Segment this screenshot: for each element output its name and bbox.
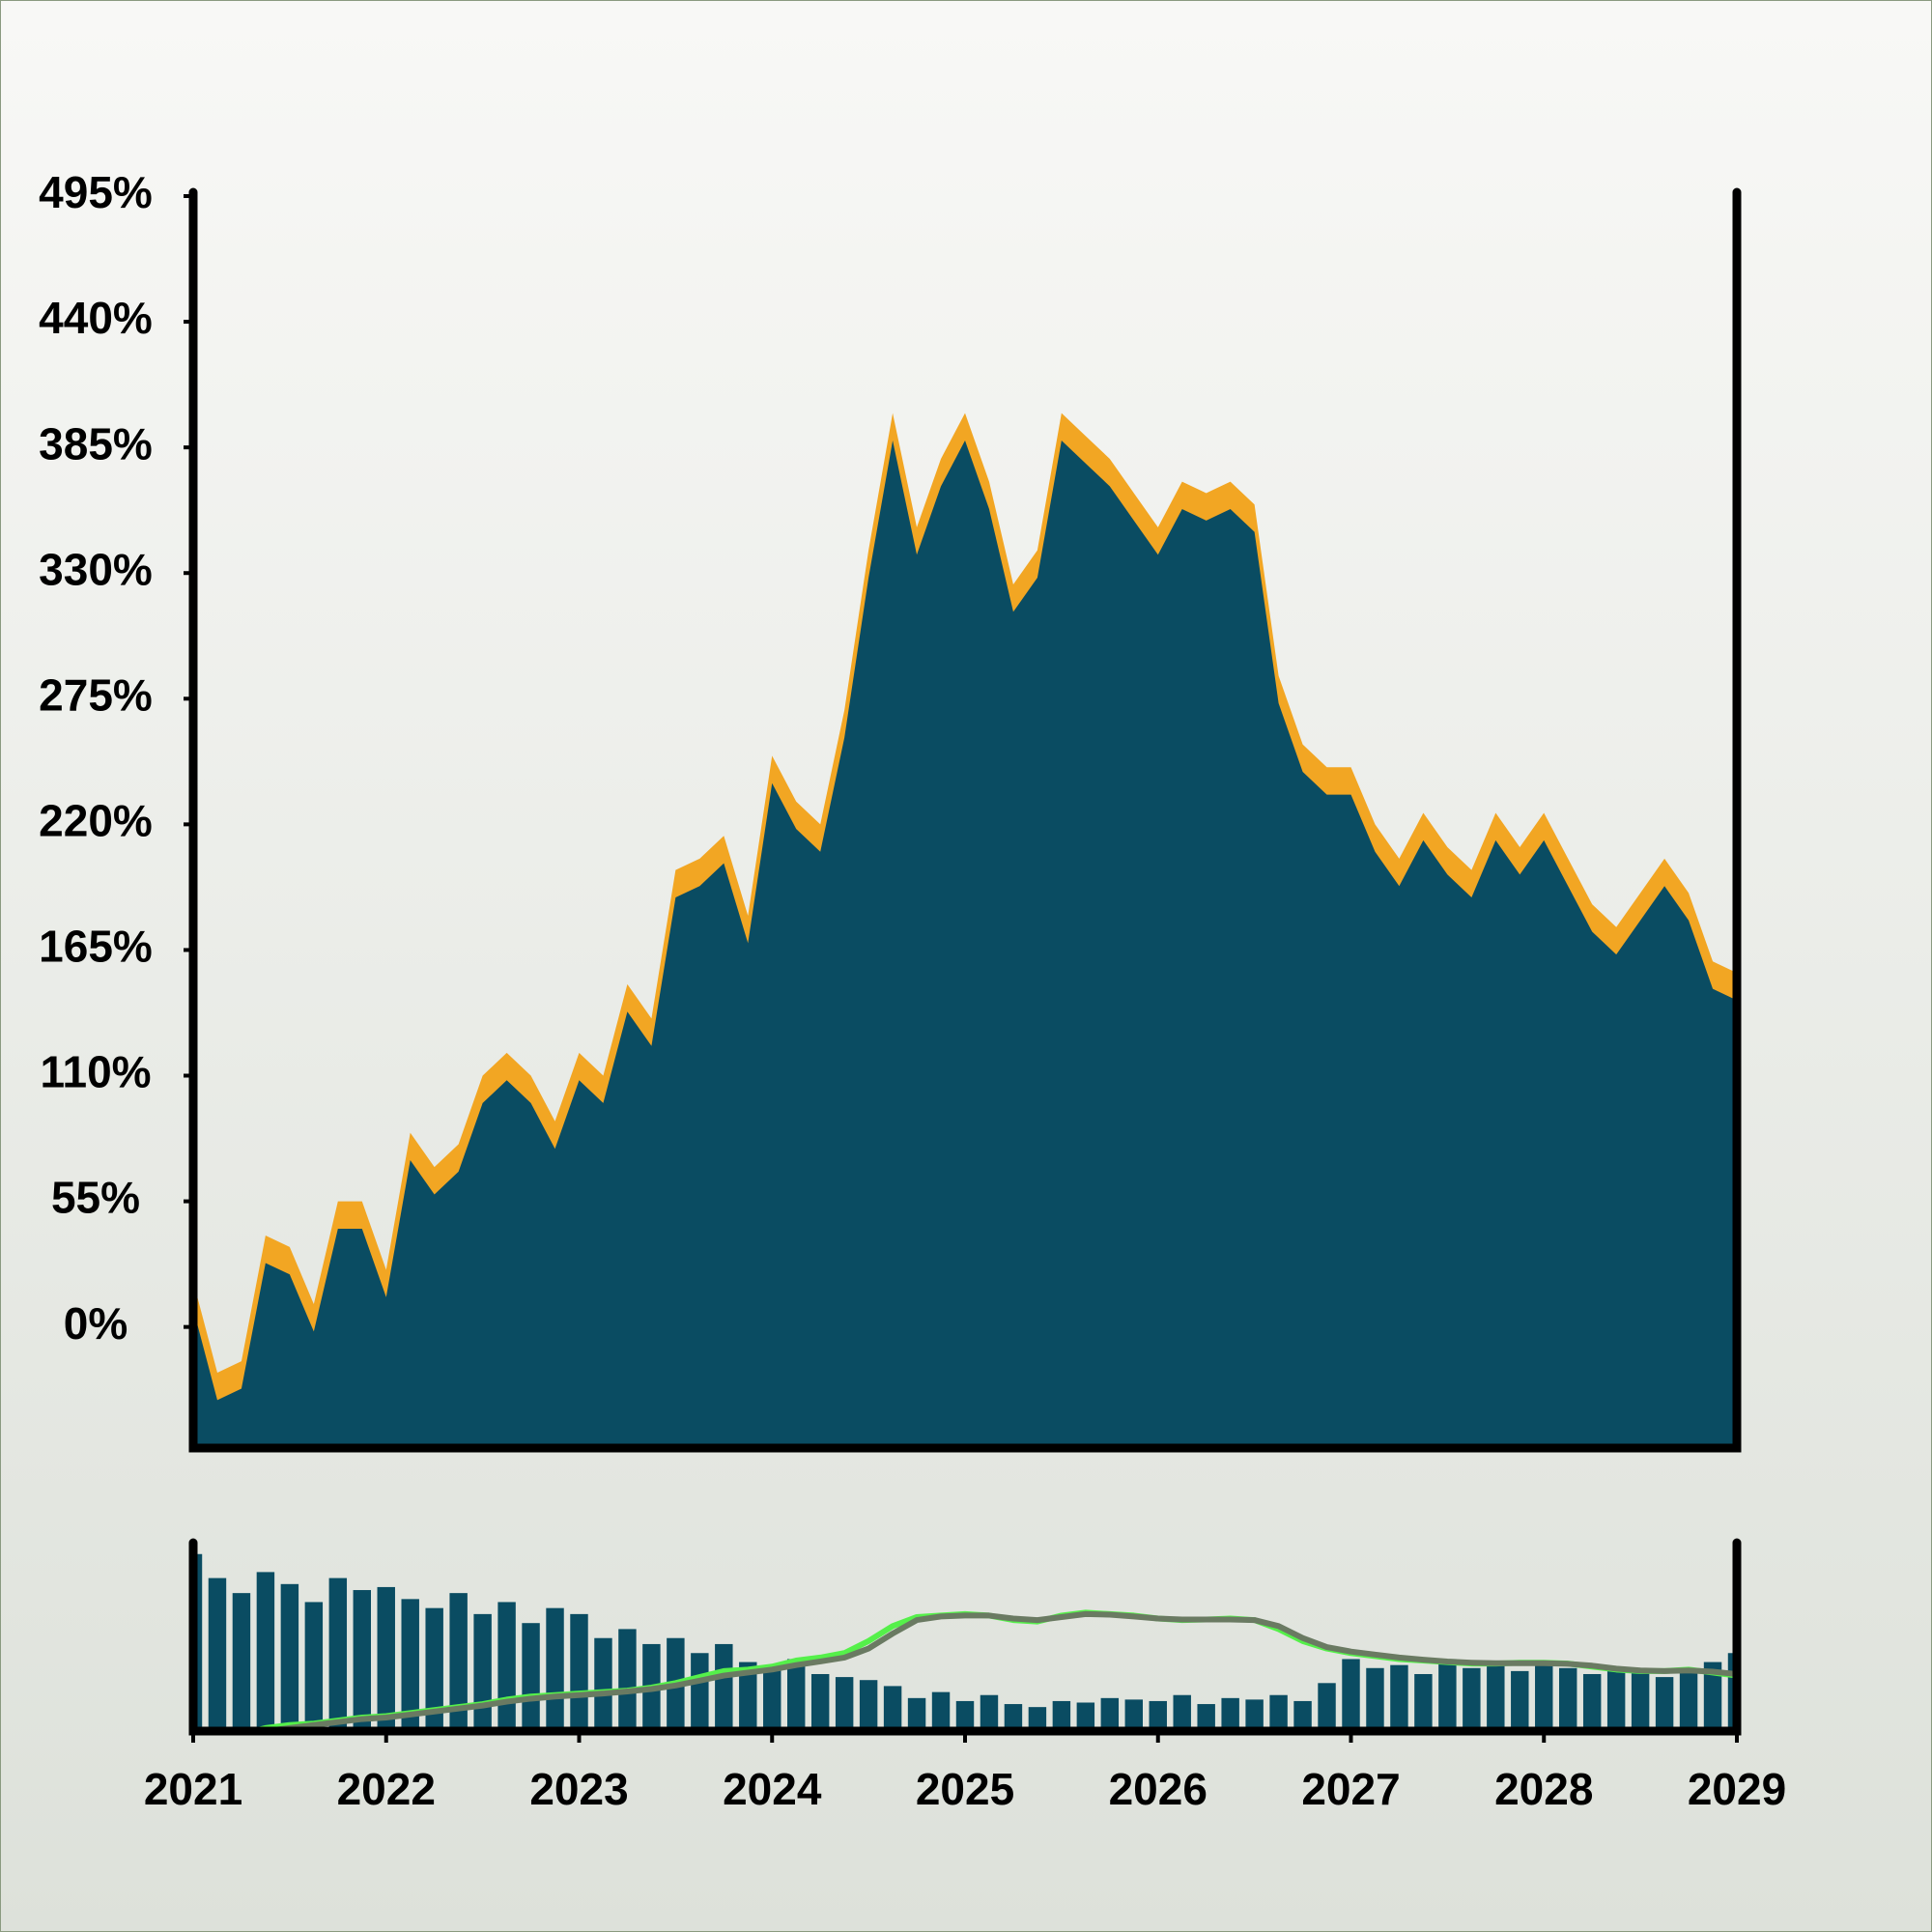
x-tick-label: 2022 — [337, 1764, 436, 1814]
volume-bar — [715, 1643, 733, 1728]
volume-bar — [618, 1629, 637, 1728]
volume-bar — [691, 1653, 709, 1728]
x-tick-label: 2027 — [1301, 1764, 1400, 1814]
x-tick-label: 2021 — [144, 1764, 242, 1814]
area — [193, 440, 1737, 1448]
volume-bar — [280, 1583, 299, 1728]
y-tick-label: 495% — [39, 167, 153, 217]
volume-bar — [1414, 1673, 1433, 1728]
volume-bar — [1173, 1694, 1191, 1728]
volume-bar — [931, 1691, 951, 1728]
y-tick-label: 440% — [39, 293, 153, 343]
volume-bar — [473, 1613, 492, 1728]
main-panel: 0% 55% 110% 165% 220% 275% 330% 385% 440% 495% — [39, 167, 1742, 1453]
y-tick-label: 385% — [39, 418, 153, 469]
y-tick-label: 275% — [39, 669, 153, 720]
volume-bar — [835, 1677, 854, 1728]
axis-frame — [188, 187, 1742, 1453]
y-tick-label: 165% — [39, 922, 153, 972]
volume-bar — [449, 1593, 468, 1728]
volume-bar — [739, 1662, 757, 1728]
volume-bar — [1655, 1677, 1674, 1728]
volume-bar — [570, 1613, 588, 1728]
volume-bar — [955, 1700, 975, 1728]
volume-bar — [208, 1577, 227, 1728]
volume-bar — [1463, 1667, 1481, 1728]
volume-bar — [980, 1694, 999, 1728]
volume-bar — [1221, 1697, 1239, 1728]
y-tick-label: 55% — [51, 1173, 140, 1223]
volume-bar — [401, 1599, 419, 1728]
x-tick-label: 2025 — [916, 1764, 1014, 1814]
volume-bar — [594, 1637, 612, 1728]
plot-area — [193, 412, 1737, 1448]
volume-bar — [256, 1572, 275, 1728]
volume-bar — [1124, 1699, 1144, 1728]
plot-area — [193, 1553, 1737, 1731]
volume-bar — [1366, 1667, 1384, 1728]
volume-bar — [1487, 1662, 1505, 1728]
volume-bar — [193, 1553, 203, 1728]
volume-bar — [1727, 1653, 1737, 1728]
volume-bar — [1703, 1662, 1722, 1728]
x-tick-label: 2029 — [1688, 1764, 1786, 1814]
volume-bar — [328, 1577, 348, 1728]
volume-bar — [1438, 1659, 1457, 1728]
volume-bar — [232, 1593, 251, 1728]
volume-bar — [1028, 1707, 1047, 1728]
y-tick-label: 220% — [39, 796, 153, 846]
y-tick-label: 330% — [39, 544, 153, 594]
axis-frame — [188, 1538, 1742, 1736]
volume-bar — [1293, 1700, 1312, 1728]
volume-bar — [1149, 1700, 1167, 1728]
x-tick-label: 2028 — [1494, 1764, 1593, 1814]
volume-bar — [907, 1697, 926, 1728]
trend-line — [218, 1610, 1737, 1731]
volume-bar — [1318, 1683, 1336, 1728]
volume-bar — [859, 1680, 878, 1728]
volume-bar — [1679, 1670, 1698, 1728]
x-tick-label: 2024 — [723, 1764, 822, 1814]
volume-bar — [497, 1602, 516, 1728]
volume-bar — [1582, 1673, 1602, 1728]
overview-panel: 2021 2022 2023 2024 2025 2026 2027 2028 2029 — [144, 1538, 1786, 1814]
volume-bar — [1004, 1704, 1023, 1728]
y-tick-label: 0% — [64, 1298, 128, 1349]
volume-bar — [425, 1607, 443, 1728]
volume-bar — [1535, 1664, 1553, 1728]
volume-bar — [1100, 1697, 1120, 1728]
volume-bar — [304, 1602, 324, 1728]
volume-bar — [1342, 1659, 1360, 1728]
y-tick-label: 110% — [40, 1047, 151, 1097]
volume-bar — [1558, 1667, 1577, 1728]
volume-bar — [1606, 1667, 1626, 1728]
x-tick-label: 2023 — [529, 1764, 628, 1814]
volume-bar — [1269, 1694, 1288, 1728]
volume-bar — [786, 1659, 806, 1728]
volume-bar — [1076, 1702, 1095, 1728]
volume-bar — [522, 1623, 540, 1728]
volume-bar — [546, 1607, 564, 1728]
volume-bar — [1197, 1704, 1215, 1728]
volume-bar — [883, 1686, 902, 1728]
volume-bar — [1390, 1664, 1408, 1728]
volume-bar — [1245, 1699, 1264, 1728]
x-tick-label: 2026 — [1109, 1764, 1208, 1814]
volume-bar — [377, 1586, 395, 1728]
volume-bar — [1052, 1700, 1071, 1728]
volume-bar — [1631, 1670, 1650, 1728]
volume-bar — [763, 1667, 781, 1728]
volume-bar — [810, 1673, 830, 1728]
volume-bar — [353, 1590, 372, 1728]
volume-bar — [1511, 1670, 1529, 1728]
